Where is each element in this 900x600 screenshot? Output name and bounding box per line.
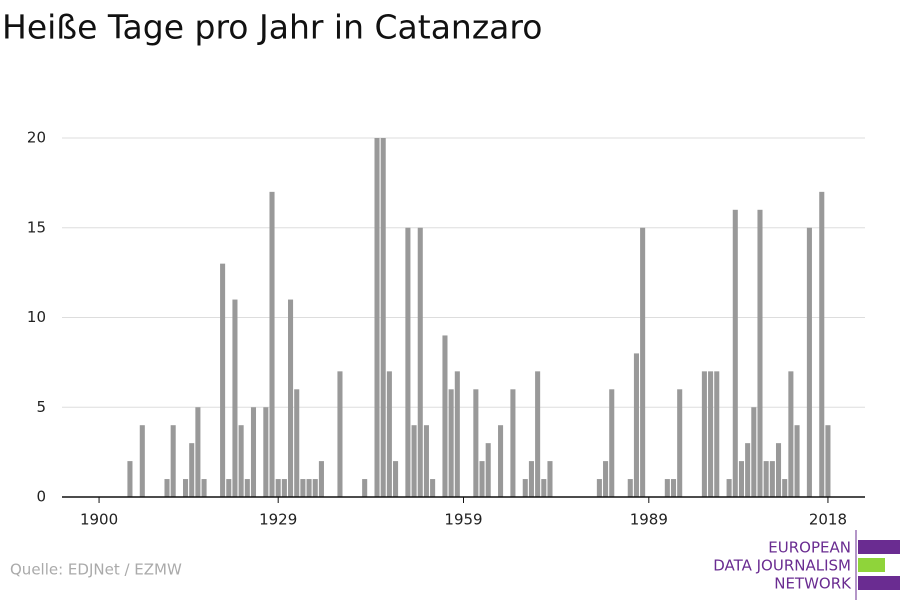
bar: [714, 371, 720, 497]
bar: [510, 389, 516, 497]
bar: [726, 479, 732, 497]
bar: [751, 407, 757, 497]
bar: [745, 443, 751, 497]
logo-text: DATA JOURNALISM: [713, 557, 851, 575]
bar: [269, 191, 275, 497]
bar: [769, 461, 775, 497]
bar: [405, 227, 411, 497]
bar: [263, 407, 269, 497]
bar: [374, 138, 380, 497]
bar: [318, 461, 324, 497]
bar: [164, 479, 170, 497]
bar: [603, 461, 609, 497]
bar: [337, 371, 343, 497]
bar: [775, 443, 782, 497]
bar: [189, 443, 195, 497]
x-tick-label: 1929: [259, 511, 297, 529]
bar: [738, 461, 744, 497]
bar: [732, 209, 738, 498]
bar: [244, 479, 250, 497]
bar: [819, 191, 825, 497]
bar: [312, 479, 318, 497]
logo-bar: [858, 558, 885, 572]
bar: [306, 479, 312, 497]
bar: [411, 425, 417, 497]
bar: [294, 389, 300, 497]
bar: [238, 425, 244, 497]
y-tick-label: 20: [27, 129, 46, 147]
chart-title: Heiße Tage pro Jahr in Catanzaro: [2, 8, 542, 47]
bar: [498, 425, 504, 497]
y-tick-label: 5: [36, 398, 46, 416]
x-tick-label: 2018: [809, 511, 847, 529]
x-tick-label: 1959: [444, 511, 482, 529]
source: Quelle: EDJNet / EZMW: [10, 561, 182, 579]
bar: [547, 461, 553, 497]
bar: [485, 443, 491, 497]
y-tick-label: 0: [36, 488, 46, 506]
bar: [220, 263, 226, 497]
bar: [423, 425, 429, 497]
bar: [250, 407, 257, 497]
logo-text: EUROPEAN: [768, 539, 851, 557]
bar: [670, 479, 677, 497]
bar: [701, 371, 707, 497]
bar: [633, 353, 639, 497]
bar: [417, 227, 423, 497]
bar: [170, 425, 176, 497]
bar: [195, 407, 201, 497]
bar: [757, 209, 763, 498]
logo-bar: [858, 576, 900, 590]
x-tick-label: 1989: [630, 511, 668, 529]
bar: [528, 461, 534, 497]
bar: [806, 227, 812, 497]
bar: [362, 479, 368, 497]
bar: [442, 335, 448, 497]
bar: [380, 138, 386, 497]
bar: [139, 425, 145, 497]
bar: [430, 479, 436, 497]
bar: [479, 461, 485, 497]
bar: [782, 479, 788, 497]
bar: [640, 227, 646, 497]
x-tick-label: 1900: [80, 511, 118, 529]
bar: [300, 479, 306, 497]
bar: [232, 299, 238, 497]
bar: [393, 461, 399, 497]
y-tick-label: 15: [27, 218, 46, 236]
logo-bar: [858, 540, 900, 554]
bar: [226, 479, 232, 497]
bar: [288, 299, 294, 497]
bar: [664, 479, 670, 497]
bar: [448, 389, 454, 497]
bar: [275, 479, 281, 497]
bar: [541, 479, 547, 497]
bar: [794, 425, 800, 497]
bar: [201, 479, 207, 497]
logo-text: NETWORK: [774, 575, 852, 593]
bar: [825, 425, 831, 497]
bar: [708, 371, 714, 497]
bar: [627, 479, 633, 497]
bar: [473, 389, 479, 497]
bar: [183, 479, 189, 497]
bar: [522, 479, 528, 497]
bar: [386, 371, 392, 497]
bar: [788, 371, 794, 497]
bar: [454, 371, 460, 497]
bar: [281, 479, 287, 497]
bar: [609, 389, 615, 497]
bar: [535, 371, 541, 497]
bar: [596, 479, 602, 497]
y-tick-label: 10: [27, 308, 46, 326]
bar: [127, 461, 133, 497]
bar: [763, 461, 769, 497]
bar: [677, 389, 683, 497]
